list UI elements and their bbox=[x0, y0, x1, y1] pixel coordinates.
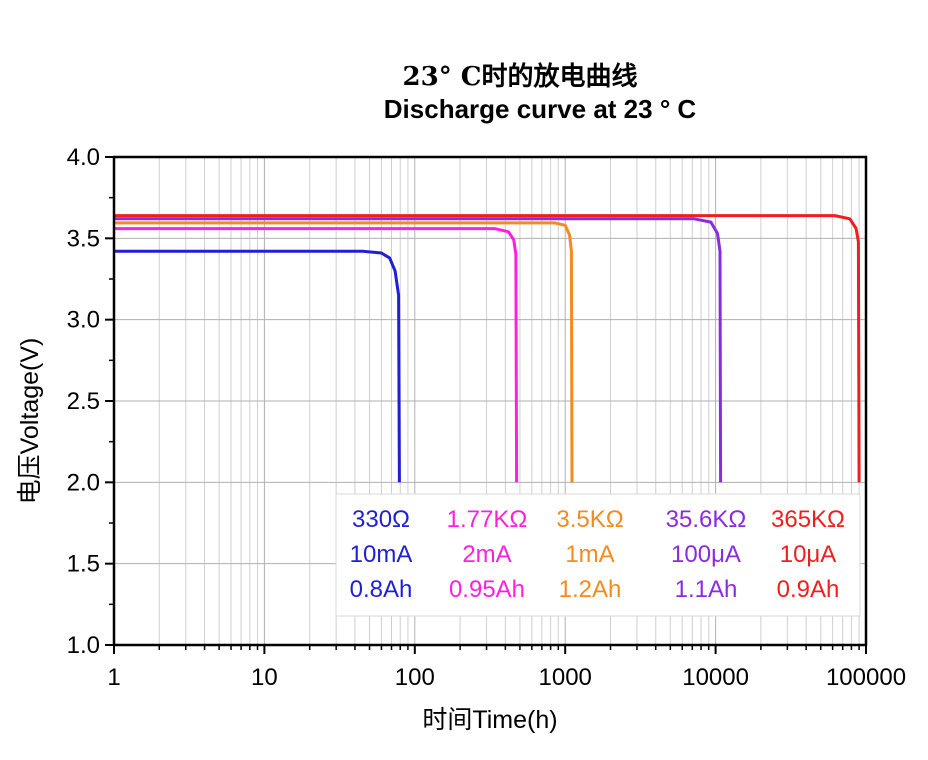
legend: 330Ω 10mA 0.8Ah 1.77KΩ 2mA 0.95Ah 3.5KΩ 1mA 1.2A… bbox=[350, 506, 845, 603]
legend-background bbox=[335, 493, 861, 617]
legend-load-3: 3.5KΩ bbox=[556, 506, 623, 533]
legend-capacity-3: 1.2Ah bbox=[559, 576, 622, 603]
legend-load-5: 365KΩ bbox=[771, 506, 845, 533]
legend-load-1: 330Ω bbox=[352, 506, 410, 533]
x-axis-label: 时间Time(h) bbox=[422, 706, 557, 734]
x-tick-label: 100000 bbox=[826, 664, 906, 691]
y-tick-label: 3.0 bbox=[67, 307, 100, 334]
chart-title: 23° C时的放电曲线 bbox=[402, 62, 638, 92]
y-tick-label: 4.0 bbox=[67, 144, 100, 171]
series-lines bbox=[114, 214, 861, 483]
legend-current-2: 2mA bbox=[462, 541, 511, 568]
legend-capacity-1: 0.8Ah bbox=[350, 576, 413, 603]
legend-current-3: 1mA bbox=[565, 541, 614, 568]
legend-current-1: 10mA bbox=[350, 541, 413, 568]
legend-load-4: 35.6KΩ bbox=[666, 506, 747, 533]
series-line-2 bbox=[114, 227, 519, 483]
series-line-5 bbox=[114, 214, 861, 483]
series-line-3 bbox=[114, 221, 574, 483]
y-tick-label: 2.0 bbox=[67, 469, 100, 496]
y-axis-label: 电压Voltage(V) bbox=[16, 338, 44, 505]
series-line-4 bbox=[114, 217, 723, 483]
legend-load-2: 1.77KΩ bbox=[447, 506, 528, 533]
x-tick-label: 100 bbox=[395, 664, 435, 691]
legend-capacity-5: 0.9Ah bbox=[777, 576, 840, 603]
legend-current-4: 100μA bbox=[671, 541, 741, 568]
legend-current-5: 10μA bbox=[780, 541, 837, 568]
x-tick-label: 10000 bbox=[682, 664, 749, 691]
chart-subtitle: Discharge curve at 23 ° C bbox=[383, 94, 697, 124]
y-tick-label: 1.0 bbox=[67, 632, 100, 659]
y-tick-label: 2.5 bbox=[67, 388, 100, 415]
legend-capacity-2: 0.95Ah bbox=[449, 576, 525, 603]
y-tick-label: 1.5 bbox=[67, 551, 100, 578]
legend-capacity-4: 1.1Ah bbox=[675, 576, 738, 603]
x-tick-label: 1000 bbox=[539, 664, 592, 691]
axes: 1 10 100 1000 10000 100000 1.0 1.5 2.0 2.5 3.0 3.5 4… bbox=[67, 144, 906, 691]
x-tick-label: 1 bbox=[107, 664, 120, 691]
x-tick-label: 10 bbox=[251, 664, 278, 691]
y-tick-label: 3.5 bbox=[67, 225, 100, 252]
series-line-1 bbox=[114, 249, 401, 483]
